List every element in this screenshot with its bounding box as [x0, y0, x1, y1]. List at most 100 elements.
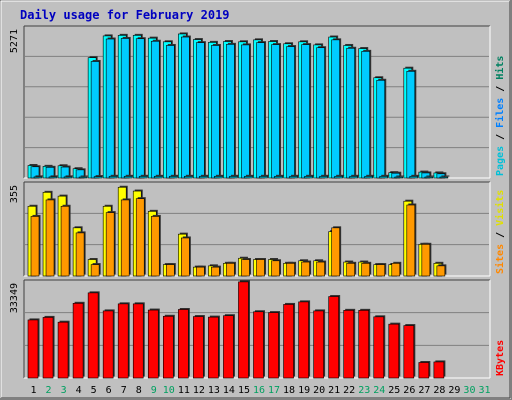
bar-kbytes-day-2 — [42, 317, 54, 379]
bar-pages-day-3 — [63, 176, 73, 179]
bar-pages-day-14 — [229, 176, 238, 179]
bar-files-day-16 — [256, 42, 265, 179]
bar-sites-day-27 — [421, 244, 431, 277]
bar-files-day-14 — [226, 44, 235, 179]
bar-files-day-9 — [150, 40, 160, 179]
legend-part-2: Visits — [494, 190, 506, 226]
bar-pages-day-11 — [184, 176, 193, 179]
x-tick-label-day-24: 24 — [373, 385, 385, 396]
bar-files-day-19 — [301, 44, 310, 179]
bar-sites-day-25 — [391, 263, 401, 277]
chart-panels: 5271 Pages / Files / Hits 355 Sites / Visit… — [9, 25, 506, 379]
bar-shadow — [110, 174, 119, 177]
bar-sites-day-9 — [150, 216, 160, 277]
x-tick-label-day-28: 28 — [433, 385, 445, 396]
bar-kbytes-day-3 — [57, 321, 69, 379]
bar-sites-day-4 — [75, 232, 85, 277]
bar-pages-day-25 — [394, 176, 404, 179]
bar-files-day-21 — [331, 39, 340, 179]
bar-pages-day-20 — [319, 176, 328, 179]
x-tick-label-day-22: 22 — [343, 385, 355, 396]
x-tick-label-day-18: 18 — [283, 385, 295, 396]
bar-shadow — [396, 175, 405, 177]
legend-part-4: Hits — [494, 56, 506, 80]
x-tick-label-day-26: 26 — [403, 385, 415, 396]
bar-shadow — [366, 174, 375, 177]
bar-pages-day-10 — [168, 176, 178, 179]
bar-shadow — [185, 174, 194, 177]
bar-sites-day-17 — [271, 260, 280, 277]
legend-part-3: / — [495, 80, 506, 98]
bar-pages-day-16 — [259, 176, 268, 179]
x-tick-label-day-1: 1 — [31, 385, 37, 396]
x-tick-label-day-27: 27 — [418, 385, 430, 396]
bar-files-day-20 — [316, 47, 325, 179]
y-max-label-hits-files-pages: 5271 — [9, 29, 20, 53]
x-tick-label-day-19: 19 — [298, 385, 310, 396]
chart-title: Daily usage for February 2019 — [20, 8, 230, 22]
x-tick-label-day-10: 10 — [163, 385, 175, 396]
bar-kbytes-day-25 — [388, 323, 400, 379]
x-tick-label-day-14: 14 — [223, 385, 235, 396]
y-legend-visits-sites: Sites / Visits — [494, 190, 506, 274]
bar-pages-day-15 — [244, 176, 253, 179]
bar-kbytes-day-13 — [208, 316, 219, 379]
bar-pages-day-22 — [349, 176, 358, 179]
bar-kbytes-day-17 — [268, 312, 279, 379]
bar-pages-day-13 — [214, 176, 223, 179]
bar-sites-day-8 — [135, 198, 145, 277]
bar-pages-day-8 — [138, 176, 148, 179]
panel-hits-files-pages: 5271 Pages / Files / Hits — [9, 25, 506, 179]
bar-pages-day-26 — [409, 176, 419, 179]
x-tick-label-day-9: 9 — [151, 385, 157, 396]
bar-kbytes-day-4 — [72, 303, 84, 379]
bar-shadow — [230, 174, 239, 177]
bar-pages-day-4 — [78, 176, 88, 179]
bar-sites-day-5 — [90, 264, 100, 277]
legend-part-0: Pages — [495, 146, 506, 176]
x-tick-label-day-8: 8 — [136, 385, 142, 396]
bar-shadow — [215, 174, 224, 177]
bar-sites-day-1 — [30, 216, 40, 277]
bar-sites-day-24 — [376, 264, 386, 277]
bar-kbytes-day-5 — [87, 292, 99, 379]
bar-sites-day-7 — [120, 199, 130, 277]
x-tick-label-day-25: 25 — [388, 385, 400, 396]
y-max-label-visits-sites: 355 — [9, 185, 20, 203]
bar-pages-day-7 — [123, 176, 133, 179]
x-tick-label-day-16: 16 — [253, 385, 265, 396]
bar-kbytes-day-11 — [178, 309, 189, 379]
bar-kbytes-day-22 — [343, 310, 354, 379]
bar-files-day-18 — [286, 46, 295, 179]
bar-files-day-13 — [211, 45, 220, 179]
x-tick-label-day-17: 17 — [268, 385, 280, 396]
bar-pages-day-9 — [153, 176, 163, 179]
bar-shadow — [35, 175, 44, 177]
bar-sites-day-6 — [105, 212, 115, 277]
y-legend-kbytes: KBytes — [495, 340, 506, 376]
x-tick-label-day-2: 2 — [46, 385, 52, 396]
bar-files-day-5 — [90, 61, 100, 179]
bar-pages-day-1 — [33, 176, 43, 179]
x-tick-label-day-20: 20 — [313, 385, 325, 396]
bar-shadow — [245, 174, 254, 177]
bar-files-day-26 — [406, 71, 416, 179]
bar-kbytes-day-27 — [418, 362, 430, 379]
bar-sites-day-2 — [45, 199, 55, 277]
bar-shadow — [351, 174, 360, 177]
bar-sites-day-28 — [436, 265, 446, 277]
legend-part-2: Files — [494, 98, 506, 128]
bar-sites-day-15 — [241, 259, 250, 277]
x-tick-label-day-12: 12 — [193, 385, 205, 396]
bar-shadow — [95, 175, 104, 177]
bar-pages-day-28 — [439, 176, 449, 179]
bar-shadow — [441, 175, 450, 177]
bar-files-day-24 — [376, 79, 386, 179]
bar-kbytes-day-15 — [238, 281, 249, 379]
bar-files-day-6 — [105, 38, 115, 179]
bar-sites-day-12 — [196, 266, 205, 277]
bar-pages-day-18 — [289, 176, 298, 179]
x-tick-label-day-23: 23 — [358, 385, 370, 396]
x-tick-label-day-30: 30 — [463, 385, 475, 396]
